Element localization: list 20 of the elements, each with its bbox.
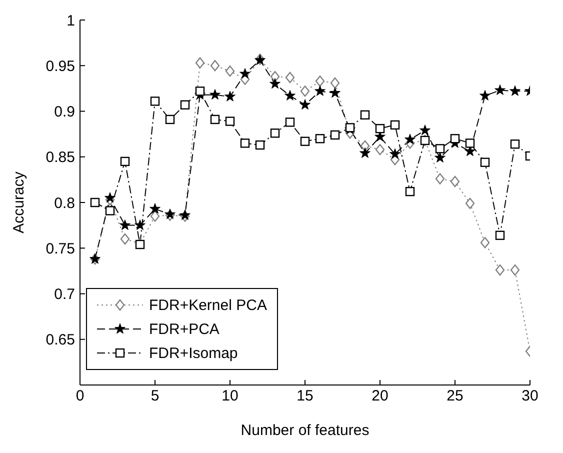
legend-label: FDR+Isomap (149, 344, 238, 362)
x-tick-label: 25 (446, 388, 464, 405)
x-tick-label: 0 (76, 388, 84, 405)
x-axis-title: Number of features (240, 422, 370, 439)
x-tick-label: 30 (522, 388, 538, 405)
y-axis-title: Accuracy (10, 171, 28, 234)
y-tick-label: 0.9 (54, 104, 75, 121)
y-tick-label: 0.8 (54, 194, 75, 212)
x-tick-label: 10 (222, 388, 238, 405)
x-tick-label: 5 (150, 388, 160, 405)
x-tick-label: 20 (372, 388, 388, 405)
legend-label: FDR+PCA (149, 320, 220, 338)
y-tick-label: 0.85 (46, 149, 75, 166)
y-tick-label: 0.65 (46, 332, 75, 349)
y-tick-label: 0.95 (46, 58, 75, 75)
y-tick-label: 0.7 (54, 286, 75, 304)
x-tick-label: 15 (296, 388, 314, 405)
legend-label: FDR+Kernel PCA (149, 296, 267, 314)
y-tick-label: 0.75 (46, 240, 75, 258)
y-tick-label: 1 (66, 12, 75, 30)
